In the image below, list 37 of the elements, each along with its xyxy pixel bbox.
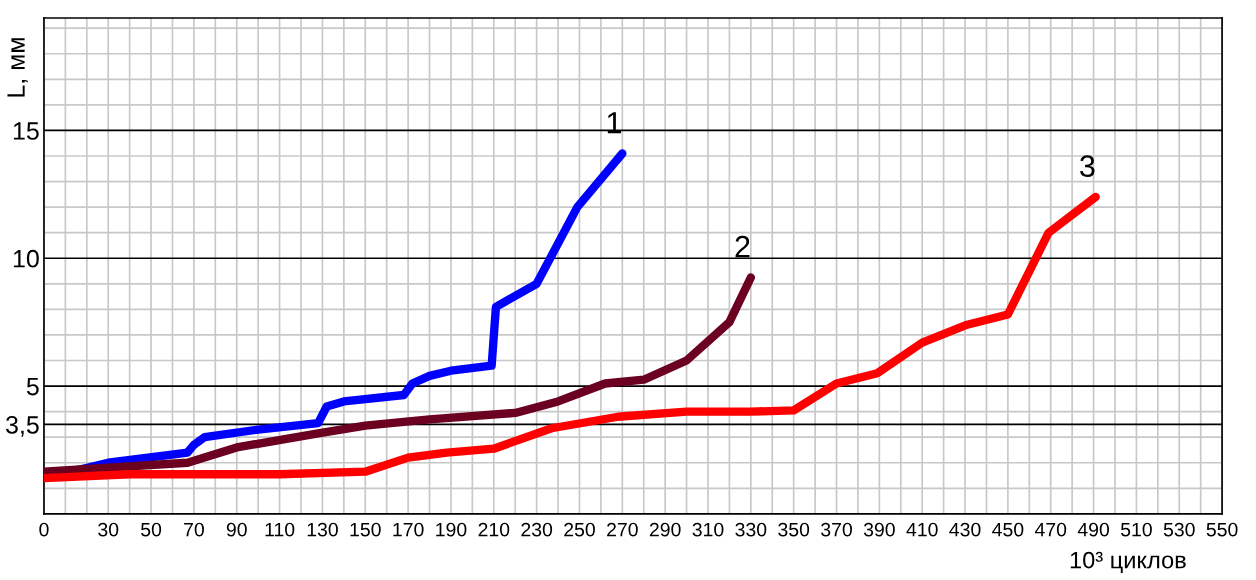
series-label: 2 [735, 235, 750, 258]
x-tick-label: 410 [906, 522, 938, 537]
x-tick-label: 550 [1206, 522, 1238, 537]
x-tick-label: 330 [735, 522, 767, 537]
x-tick-label: 510 [1120, 522, 1152, 537]
x-tick-label: 490 [1077, 522, 1110, 537]
x-tick-label: 110 [265, 522, 295, 537]
x-tick-label: 530 [1163, 522, 1195, 537]
x-tick-label: 130 [307, 522, 338, 537]
x-axis-title: 10³ циклов [1070, 551, 1186, 573]
y-tick-label: 10 [13, 249, 39, 268]
x-tick-label: 70 [184, 522, 204, 537]
x-tick-label: 90 [226, 522, 247, 537]
x-tick-label: 250 [564, 522, 595, 537]
x-tick-label: 430 [949, 522, 981, 537]
x-tick-label: 370 [821, 522, 852, 537]
x-tick-label: 0 [39, 522, 49, 537]
y-axis-title: L, мм [7, 38, 28, 97]
x-tick-label: 310 [692, 522, 724, 537]
x-tick-label: 50 [141, 522, 162, 537]
x-tick-label: 350 [778, 522, 810, 537]
y-tick-label: 3,5 [6, 416, 39, 437]
x-tick-label: 150 [350, 522, 381, 537]
y-tick-label: 15 [13, 122, 39, 140]
x-tick-label: 390 [863, 522, 895, 537]
series-label: 3 [1080, 155, 1095, 177]
x-tick-label: 450 [992, 522, 1024, 537]
x-tick-label: 230 [521, 522, 553, 537]
y-tick-label: 5 [26, 377, 39, 396]
x-tick-label: 190 [436, 522, 467, 537]
x-tick-label: 290 [649, 522, 681, 537]
x-tick-label: 210 [478, 522, 510, 537]
x-tick-label: 30 [98, 522, 119, 537]
x-tick-label: 170 [393, 522, 424, 537]
series-label: 1 [607, 112, 621, 134]
x-tick-label: 470 [1034, 522, 1067, 537]
x-tick-label: 270 [607, 522, 638, 537]
